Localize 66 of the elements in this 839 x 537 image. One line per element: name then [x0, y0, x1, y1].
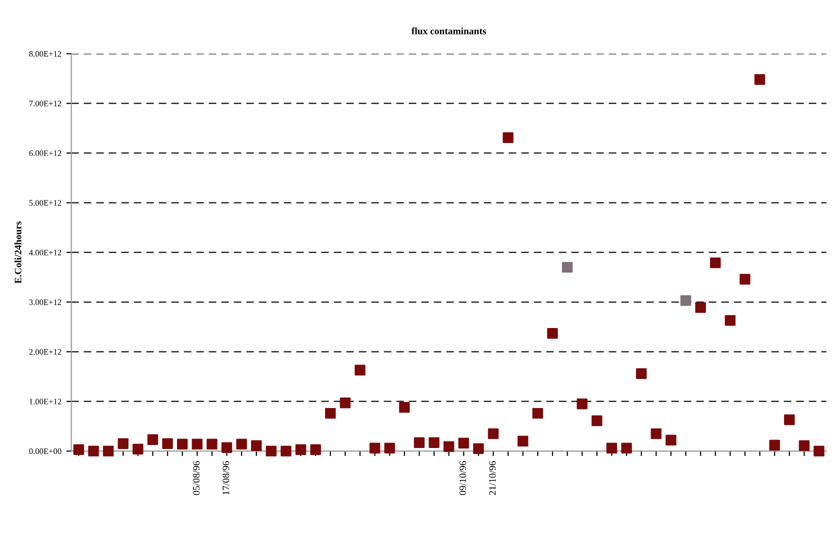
x-tick-label: 21/10/96	[489, 461, 496, 495]
y-tick-label: 6.00E+12	[29, 150, 62, 156]
point	[784, 414, 795, 426]
point	[814, 446, 824, 456]
point	[147, 434, 158, 446]
y-tick-label: 3.00E+12	[29, 299, 62, 306]
point	[206, 438, 218, 450]
x-tick-label: 05/08/96	[193, 461, 200, 495]
point	[310, 444, 321, 455]
point	[473, 443, 484, 454]
chart-title: flux contaminants	[412, 27, 486, 34]
point	[754, 74, 766, 85]
point	[369, 442, 380, 454]
point	[562, 262, 573, 273]
point	[88, 446, 99, 456]
point	[118, 438, 128, 449]
point	[399, 402, 410, 413]
point	[502, 132, 514, 143]
y-tick-label: 4.00E+12	[29, 250, 62, 256]
point	[295, 444, 306, 455]
point	[532, 408, 544, 419]
y-tick-label: 2.00E+12	[29, 349, 62, 355]
point	[221, 442, 232, 453]
point	[102, 446, 114, 456]
point	[518, 436, 528, 446]
x-tick-label: 09/10/96	[460, 461, 466, 495]
point	[650, 428, 662, 440]
point	[740, 274, 750, 285]
point	[280, 446, 292, 456]
point	[236, 438, 247, 450]
point	[177, 438, 188, 450]
point	[354, 364, 366, 376]
point	[769, 440, 780, 450]
point	[414, 437, 425, 448]
point	[162, 438, 173, 449]
y-tick-label: 0.00E+00	[29, 448, 62, 454]
point	[444, 441, 454, 452]
point	[325, 408, 336, 419]
y-axis-title: E.Coli/24hours	[14, 221, 22, 284]
point	[636, 368, 647, 379]
point	[606, 442, 618, 454]
point	[251, 440, 262, 451]
point	[458, 438, 470, 448]
point	[576, 398, 588, 410]
point	[724, 315, 736, 326]
point	[428, 437, 440, 448]
point	[680, 295, 692, 306]
point	[488, 428, 499, 440]
point	[192, 438, 203, 450]
point	[384, 442, 395, 454]
point	[547, 328, 558, 339]
x-tick-label: 17/08/96	[222, 461, 230, 495]
point	[710, 257, 721, 268]
point	[73, 444, 84, 455]
point	[666, 434, 676, 446]
point	[695, 302, 706, 313]
y-tick-label: 8.00E+12	[29, 51, 62, 57]
point	[340, 398, 351, 408]
y-tick-label: 5.00E+12	[29, 200, 62, 206]
y-tick-label: 7.00E+12	[29, 100, 62, 106]
point	[798, 440, 810, 451]
point	[132, 444, 144, 454]
y-tick-label: 1.00E+12	[30, 398, 62, 404]
point	[266, 446, 277, 456]
point	[621, 442, 632, 454]
point	[592, 415, 602, 426]
